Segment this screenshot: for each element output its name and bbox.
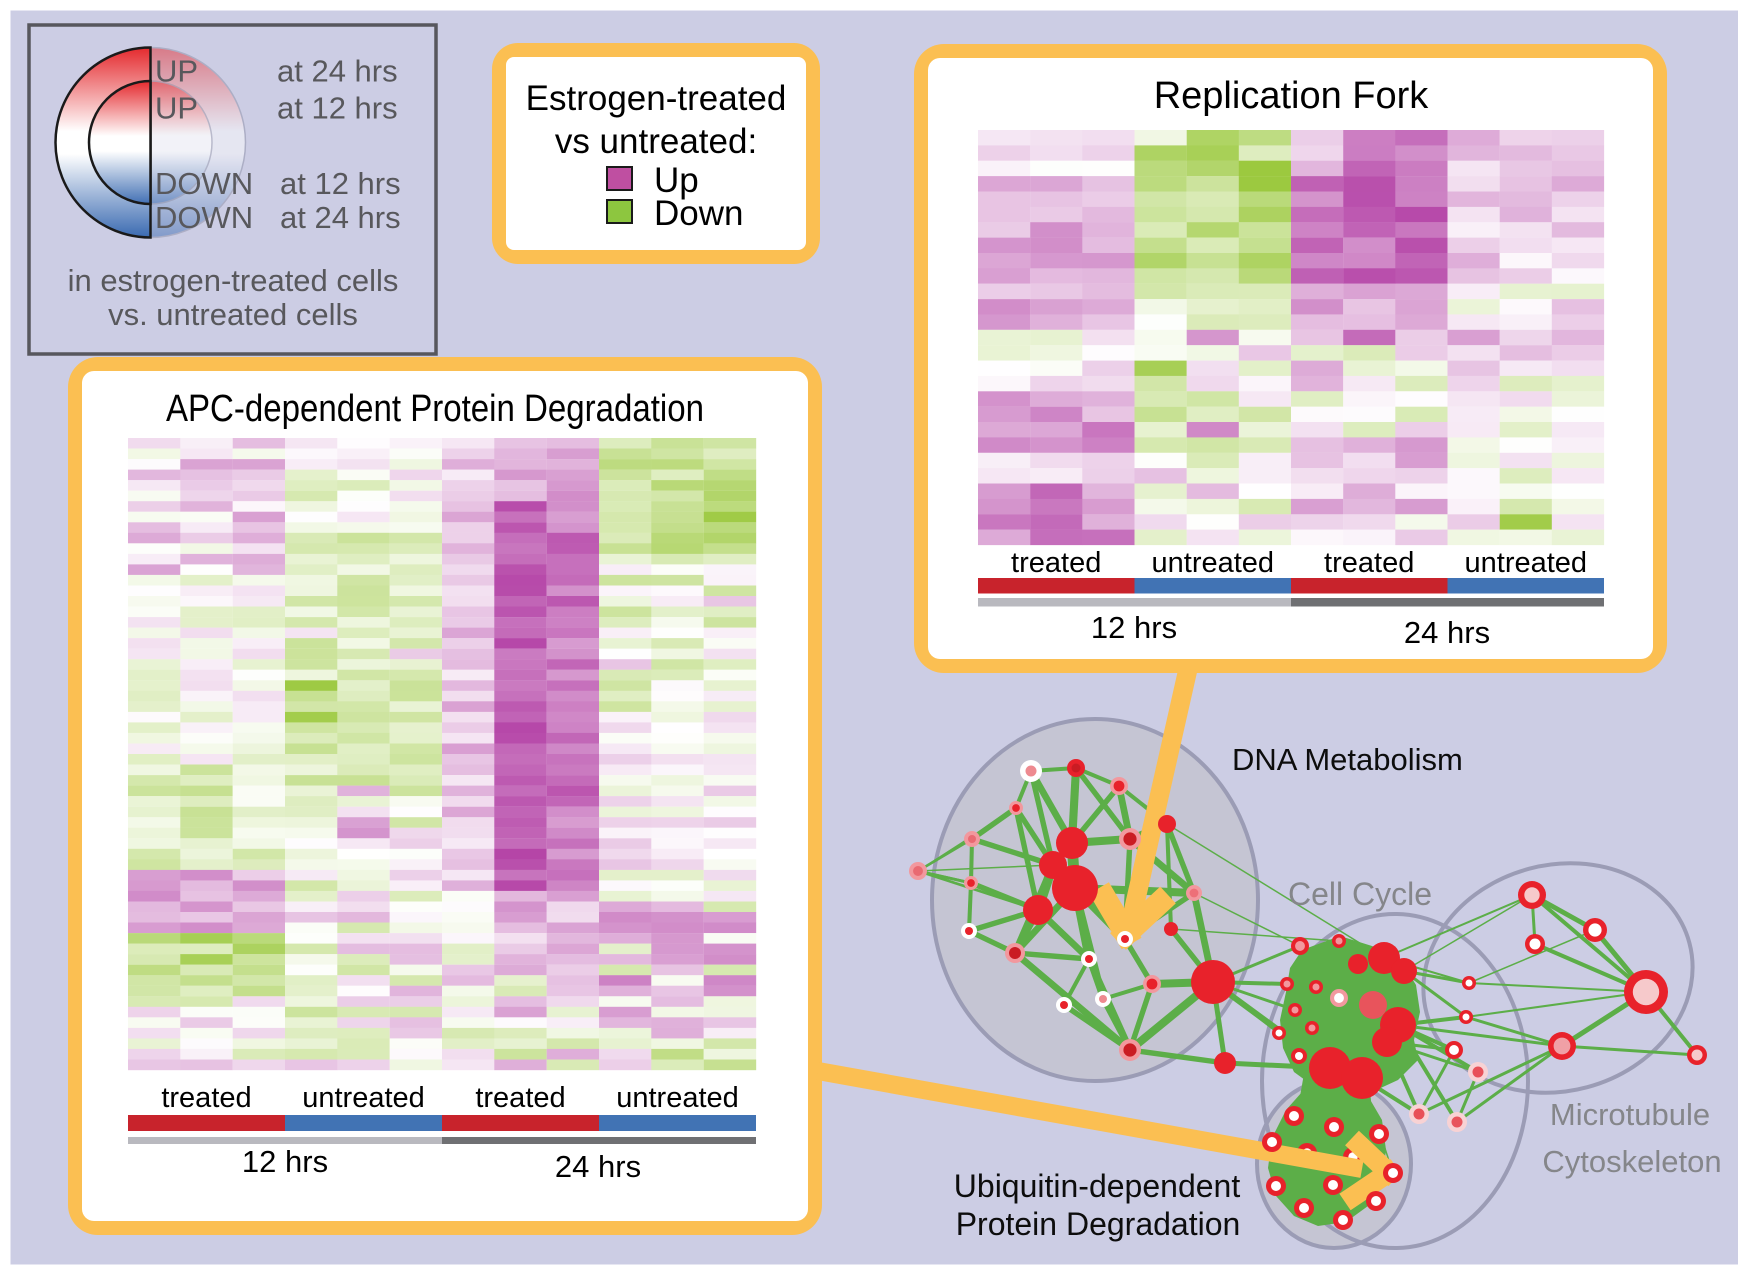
svg-text:DOWN: DOWN xyxy=(155,200,253,235)
svg-text:at 24 hrs: at 24 hrs xyxy=(280,200,401,235)
svg-text:untreated: untreated xyxy=(1152,547,1275,579)
svg-text:treated: treated xyxy=(161,1082,251,1114)
svg-text:Protein Degradation: Protein Degradation xyxy=(956,1206,1241,1242)
svg-text:in estrogen-treated cells: in estrogen-treated cells xyxy=(68,263,399,298)
svg-text:Ubiquitin-dependent: Ubiquitin-dependent xyxy=(954,1168,1241,1204)
svg-text:12 hrs: 12 hrs xyxy=(1091,610,1177,645)
svg-text:treated: treated xyxy=(1324,547,1414,579)
svg-text:APC-dependent Protein Degradat: APC-dependent Protein Degradation xyxy=(166,388,704,430)
svg-text:24 hrs: 24 hrs xyxy=(555,1149,641,1184)
svg-text:Up: Up xyxy=(654,161,699,200)
svg-text:24 hrs: 24 hrs xyxy=(1404,615,1490,650)
svg-text:vs untreated:: vs untreated: xyxy=(555,122,757,161)
svg-text:at 12 hrs: at 12 hrs xyxy=(277,91,398,126)
svg-text:Cell Cycle: Cell Cycle xyxy=(1288,876,1432,912)
svg-text:treated: treated xyxy=(1011,547,1101,579)
svg-text:DOWN: DOWN xyxy=(155,166,253,201)
svg-text:untreated: untreated xyxy=(302,1082,425,1114)
svg-text:Down: Down xyxy=(654,194,743,233)
svg-text:12 hrs: 12 hrs xyxy=(242,1144,328,1179)
svg-text:Replication Fork: Replication Fork xyxy=(1154,75,1430,117)
svg-text:Estrogen-treated: Estrogen-treated xyxy=(526,79,787,118)
svg-text:untreated: untreated xyxy=(1465,547,1588,579)
svg-text:at 12 hrs: at 12 hrs xyxy=(280,166,401,201)
svg-text:treated: treated xyxy=(475,1082,565,1114)
svg-text:UP: UP xyxy=(155,54,198,89)
svg-text:vs. untreated cells: vs. untreated cells xyxy=(108,297,358,332)
svg-text:untreated: untreated xyxy=(616,1082,739,1114)
svg-text:UP: UP xyxy=(155,91,198,126)
svg-text:Microtubule: Microtubule xyxy=(1550,1097,1710,1132)
svg-text:Cytoskeleton: Cytoskeleton xyxy=(1542,1144,1721,1179)
svg-text:DNA Metabolism: DNA Metabolism xyxy=(1232,742,1463,777)
svg-text:at 24 hrs: at 24 hrs xyxy=(277,54,398,89)
